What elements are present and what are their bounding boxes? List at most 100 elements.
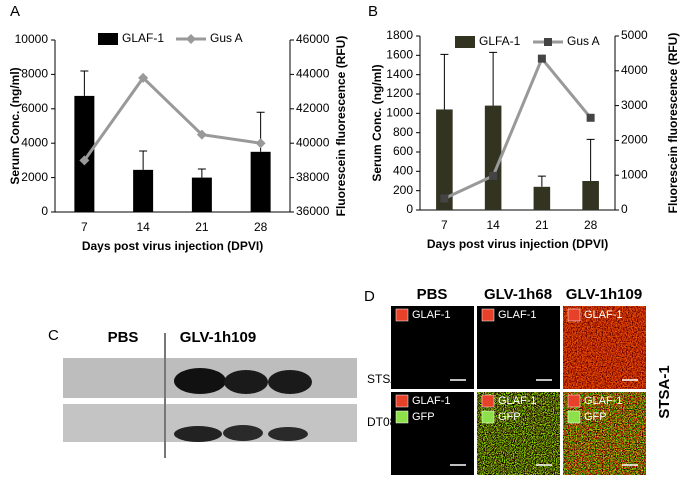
- legend-swatch: [481, 410, 495, 424]
- legend-swatch: [567, 410, 581, 424]
- legend-label: GLAF-1: [584, 395, 623, 407]
- legend-marker: [186, 34, 196, 44]
- legend-label: GFP: [412, 411, 435, 423]
- lane-label: PBS: [108, 329, 139, 346]
- column-label: GLV-1h68: [484, 286, 552, 303]
- y2-axis-title: Fluorescein fluorescence (RFU): [334, 36, 348, 217]
- legend-marker: [544, 38, 552, 46]
- legend-swatch: [98, 33, 118, 45]
- x-axis-title: Days post virus injection (DPVI): [427, 237, 608, 251]
- legend-swatch: [567, 394, 581, 408]
- y2-tick-label: 38000: [296, 170, 330, 184]
- y-axis-title: Serum Conc. (ng/ml): [370, 64, 384, 181]
- y-axis-title: Serum Conc. (ng/ml): [8, 67, 22, 184]
- error-bar: [537, 175, 546, 187]
- y-tick-label: 1800: [386, 28, 413, 42]
- legend-swatch: [481, 394, 495, 408]
- y-tick-label: 200: [393, 183, 413, 197]
- panel-label: D: [364, 288, 375, 305]
- bar: [484, 105, 502, 210]
- bar: [250, 151, 271, 212]
- legend-label: GLAF-1: [584, 309, 623, 321]
- line-marker: [255, 138, 266, 149]
- bar: [533, 186, 551, 210]
- lane-label: GLV-1h109: [180, 329, 256, 346]
- bar: [582, 181, 599, 210]
- legend-swatch: [481, 308, 495, 322]
- column-label: GLV-1h109: [566, 286, 642, 303]
- error-bar: [139, 150, 148, 170]
- y-tick-label: 1400: [386, 67, 413, 81]
- line-marker: [537, 54, 546, 63]
- y2-axis-title: Fluorescein fluorescence (RFU): [666, 33, 680, 214]
- legend-swatch: [395, 410, 409, 424]
- error-bar: [80, 70, 89, 96]
- y2-tick-label: 0: [621, 202, 628, 216]
- legend-swatch: [455, 36, 475, 48]
- legend-label: GLAF-1: [412, 309, 451, 321]
- line-marker: [440, 194, 449, 203]
- x-axis-title: Days post virus injection (DPVI): [82, 239, 263, 253]
- y-tick-label: 8000: [21, 67, 48, 81]
- y2-tick-label: 36000: [296, 204, 330, 218]
- bar: [436, 109, 453, 210]
- x-tick-label: 28: [584, 218, 598, 232]
- bar: [191, 177, 212, 212]
- blot-panel: C PBS GLV-1h109 STSA-1 DT08/40: [48, 327, 413, 458]
- blot-band: [268, 370, 312, 394]
- legend-label: GFP: [584, 411, 607, 423]
- line-marker: [79, 155, 90, 166]
- legend-label: GFP: [498, 411, 521, 423]
- line-marker: [196, 129, 207, 140]
- y2-tick-label: 1000: [621, 167, 648, 181]
- legend-swatch: [567, 308, 581, 322]
- error-bar: [586, 138, 595, 181]
- error-bar: [489, 51, 498, 106]
- line-marker: [489, 171, 498, 180]
- y-tick-label: 0: [406, 202, 413, 216]
- y2-tick-label: 44000: [296, 67, 330, 81]
- y-tick-label: 1200: [386, 86, 413, 100]
- y-tick-label: 400: [393, 164, 413, 178]
- legend-label: GLFA-1: [479, 34, 521, 48]
- x-tick-label: 21: [535, 218, 549, 232]
- y2-tick-label: 5000: [621, 28, 648, 42]
- bar: [133, 169, 154, 212]
- legend-label: Gus A: [210, 31, 243, 45]
- column-label: PBS: [417, 286, 448, 303]
- legend-label: Gus A: [567, 34, 600, 48]
- panel-label: C: [48, 327, 59, 344]
- legend-swatch: [395, 394, 409, 408]
- y-tick-label: 600: [393, 144, 413, 158]
- y-tick-label: 10000: [15, 32, 49, 46]
- y-tick-label: 1600: [386, 48, 413, 62]
- x-tick-label: 14: [136, 220, 150, 234]
- blot-band: [268, 427, 308, 441]
- blot-band: [174, 426, 222, 442]
- y-tick-label: 0: [41, 204, 48, 218]
- x-tick-label: 7: [441, 218, 448, 232]
- blot-band: [223, 425, 263, 441]
- y2-tick-label: 2000: [621, 133, 648, 147]
- y2-tick-label: 46000: [296, 32, 330, 46]
- line-marker: [138, 72, 149, 83]
- panel-label: B: [368, 3, 378, 20]
- y2-tick-label: 3000: [621, 98, 648, 112]
- y-tick-label: 2000: [21, 170, 48, 184]
- y-tick-label: 1000: [386, 106, 413, 120]
- x-tick-label: 21: [195, 220, 209, 234]
- y-tick-label: 6000: [21, 101, 48, 115]
- line: [83, 75, 261, 162]
- x-tick-label: 14: [486, 218, 500, 232]
- y-tick-label: 800: [393, 125, 413, 139]
- y2-tick-label: 4000: [621, 63, 648, 77]
- side-label: STSA-1: [656, 365, 673, 418]
- legend-label: GLAF-1: [412, 395, 451, 407]
- blot-band: [224, 370, 268, 394]
- legend-label: GLAF-1: [498, 395, 537, 407]
- legend-label: GLAF-1: [122, 31, 164, 45]
- y2-tick-label: 42000: [296, 101, 330, 115]
- line-marker: [586, 113, 595, 122]
- legend-swatch: [395, 308, 409, 322]
